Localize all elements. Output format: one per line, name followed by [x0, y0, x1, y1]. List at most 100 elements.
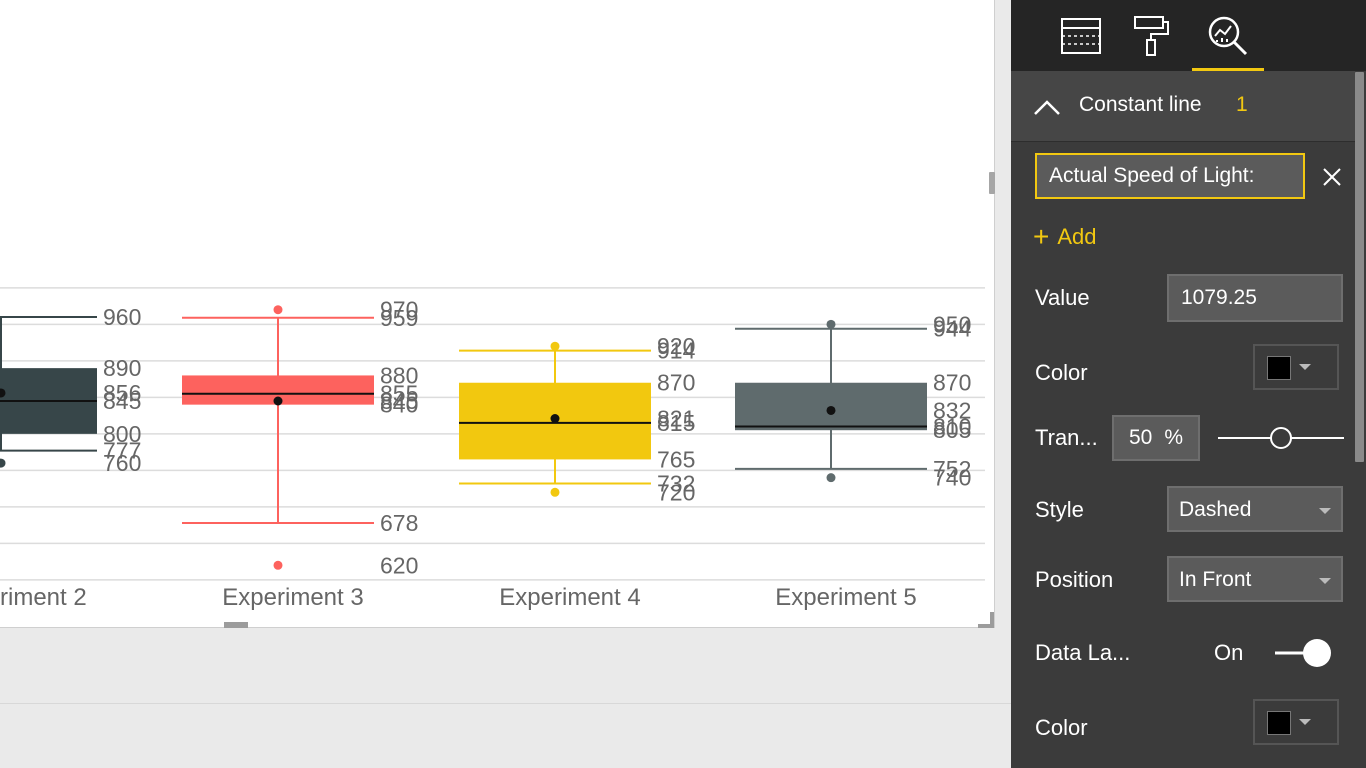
chevron-up-icon: [1034, 100, 1060, 115]
data-label: 840: [380, 392, 418, 418]
data-label: 914: [657, 338, 696, 364]
data-label: 870: [933, 370, 971, 396]
add-line-button[interactable]: + Add: [1033, 222, 1097, 252]
constant-line-section-header[interactable]: Constant line 1: [1011, 71, 1355, 142]
x-axis-tick-label: Experiment 3: [222, 584, 363, 611]
chevron-down-icon: [1319, 508, 1331, 514]
data-label: 821: [657, 406, 695, 432]
outlier-point: [273, 305, 283, 315]
paint-roller-icon: [1134, 15, 1169, 56]
data-label: 760: [103, 450, 141, 476]
transparency-input[interactable]: 50 %: [1112, 415, 1200, 461]
format-tab[interactable]: [1115, 0, 1187, 71]
data-label: 832: [933, 397, 971, 423]
outlier-point: [273, 560, 283, 570]
data-label: 959: [380, 305, 418, 331]
x-axis-tick-label: Experiment 2: [0, 584, 87, 611]
chevron-down-icon: [1299, 719, 1311, 725]
outlier-point: [550, 341, 560, 351]
data-label: 970: [380, 297, 418, 323]
fields-icon: [1061, 17, 1101, 54]
outlier-point: [826, 473, 836, 483]
outlier-point: [826, 319, 836, 329]
data-label: 815: [657, 410, 695, 436]
data-label: 805: [933, 417, 971, 443]
outlier-point: [550, 487, 560, 497]
data-labels-state: On: [1214, 640, 1244, 665]
data-label: 720: [657, 479, 695, 505]
canvas-divider: [0, 703, 1011, 704]
transparency-slider[interactable]: [1216, 424, 1346, 452]
x-axis-tick-label: Experiment 4: [499, 584, 640, 611]
mean-marker: [826, 405, 836, 415]
data-labels-toggle[interactable]: [1273, 638, 1335, 668]
analytics-tab[interactable]: [1192, 0, 1264, 71]
section-count-badge: 1: [1236, 93, 1248, 116]
box-plot-chart[interactable]: 960890856845800777760Experiment 29598808…: [0, 0, 995, 628]
data-label: 752: [933, 456, 971, 482]
data-label: 765: [657, 446, 695, 472]
data-labels-label: Data La...: [1035, 640, 1131, 665]
chevron-down-icon: [1319, 578, 1331, 584]
data-label: 960: [103, 304, 141, 330]
transparency-value: 50: [1128, 426, 1153, 449]
position-dropdown[interactable]: In Front: [1167, 556, 1343, 602]
outlier-point: [0, 458, 6, 468]
data-label: 740: [933, 465, 971, 491]
position-label: Position: [1035, 567, 1114, 592]
label-color-label: Color: [1035, 715, 1088, 740]
report-page: 960890856845800777760Experiment 29598808…: [0, 0, 995, 628]
analytics-magnifier-icon: [1208, 16, 1248, 55]
color-swatch: [1267, 711, 1291, 735]
data-label: 845: [103, 388, 141, 414]
plus-icon: +: [1033, 221, 1050, 252]
data-label: 855: [380, 381, 418, 407]
value-label: Value: [1035, 285, 1090, 310]
transparency-label: Tran...: [1035, 425, 1098, 450]
data-label: 845: [380, 388, 418, 414]
line-color-picker[interactable]: [1253, 344, 1339, 390]
data-label: 777: [103, 438, 141, 464]
resize-handle-corner[interactable]: [978, 612, 994, 628]
section-title: Constant line: [1079, 93, 1202, 116]
remove-line-button[interactable]: [1317, 160, 1347, 194]
close-icon: [1323, 168, 1341, 186]
data-label: 944: [933, 316, 972, 342]
mean-marker: [273, 396, 283, 406]
transparency-unit: %: [1164, 426, 1184, 449]
mean-marker: [0, 388, 6, 398]
color-swatch: [1267, 356, 1291, 380]
resize-handle-bottom[interactable]: [224, 622, 248, 628]
data-label: 870: [657, 370, 695, 396]
position-value: In Front: [1179, 568, 1252, 591]
label-color-picker[interactable]: [1253, 699, 1339, 745]
slider-thumb[interactable]: [1270, 427, 1292, 449]
data-label: 890: [103, 355, 141, 381]
data-label: 950: [933, 311, 971, 337]
fields-tab[interactable]: [1045, 0, 1117, 71]
data-label: 620: [380, 552, 418, 578]
pane-scrollbar[interactable]: [1355, 72, 1364, 462]
style-dropdown[interactable]: Dashed: [1167, 486, 1343, 532]
data-label: 732: [657, 471, 695, 497]
data-label: 856: [103, 380, 141, 406]
value-input[interactable]: [1167, 274, 1343, 322]
style-label: Style: [1035, 497, 1084, 522]
data-label: 880: [380, 362, 418, 388]
x-axis-tick-label: Experiment 5: [775, 584, 916, 611]
mean-marker: [550, 414, 560, 424]
data-label: 920: [657, 333, 695, 359]
constant-line-name-input[interactable]: [1035, 153, 1305, 199]
pane-tabs: [1011, 0, 1366, 71]
toggle-knob: [1303, 639, 1331, 667]
style-value: Dashed: [1179, 498, 1252, 521]
data-label: 810: [933, 414, 971, 440]
chevron-down-icon: [1299, 364, 1311, 370]
report-canvas: 960890856845800777760Experiment 29598808…: [0, 0, 1011, 704]
visual-scrollbar[interactable]: [989, 172, 995, 194]
data-label: 678: [380, 510, 418, 536]
